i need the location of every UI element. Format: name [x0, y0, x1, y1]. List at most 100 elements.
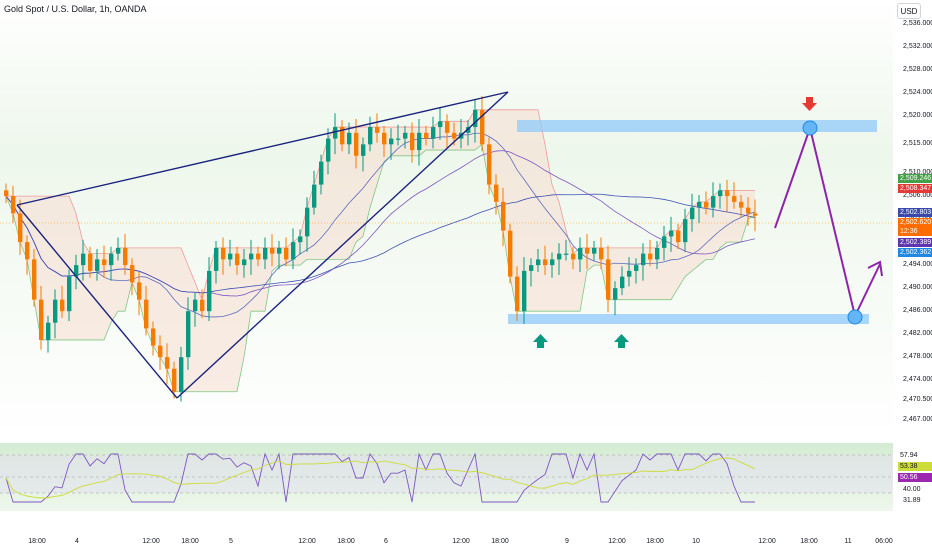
candle[interactable]: [102, 245, 107, 278]
candle[interactable]: [130, 258, 135, 296]
candle[interactable]: [571, 246, 576, 270]
candle[interactable]: [389, 128, 394, 160]
target-circle-bottom[interactable]: [847, 309, 863, 325]
candle[interactable]: [501, 188, 506, 247]
candle[interactable]: [438, 107, 443, 140]
candle[interactable]: [375, 113, 380, 143]
projection-path[interactable]: [774, 124, 881, 319]
candle[interactable]: [431, 116, 436, 149]
candle[interactable]: [508, 223, 513, 284]
target-circle-top[interactable]: [802, 120, 818, 136]
candle[interactable]: [151, 321, 156, 356]
candle[interactable]: [88, 246, 93, 278]
rsi-axis[interactable]: 57.94 53.38 50.56 40.00 31.89: [893, 443, 932, 511]
candle[interactable]: [662, 226, 667, 261]
candle[interactable]: [193, 292, 198, 327]
candle[interactable]: [606, 245, 611, 313]
candle[interactable]: [249, 239, 254, 275]
candle[interactable]: [123, 234, 128, 275]
support-zone[interactable]: [508, 314, 869, 324]
candle[interactable]: [718, 183, 723, 209]
candle[interactable]: [361, 137, 366, 172]
candle[interactable]: [515, 266, 520, 321]
candle[interactable]: [158, 335, 163, 370]
candle[interactable]: [137, 272, 142, 316]
candle[interactable]: [116, 237, 121, 261]
candle[interactable]: [669, 216, 674, 252]
candle[interactable]: [39, 285, 44, 350]
candle[interactable]: [655, 240, 660, 270]
candle[interactable]: [263, 237, 268, 270]
candle[interactable]: [179, 346, 184, 402]
candle[interactable]: [109, 246, 114, 281]
candle[interactable]: [4, 183, 9, 204]
candle[interactable]: [74, 254, 79, 290]
candle[interactable]: [319, 154, 324, 195]
candle[interactable]: [445, 114, 450, 149]
candle[interactable]: [305, 197, 310, 252]
candle[interactable]: [165, 343, 170, 385]
candle[interactable]: [214, 240, 219, 284]
candle[interactable]: [725, 180, 730, 212]
candle[interactable]: [732, 182, 737, 209]
candle[interactable]: [32, 249, 37, 307]
candle[interactable]: [613, 281, 618, 316]
candle[interactable]: [396, 124, 401, 146]
candle[interactable]: [585, 234, 590, 270]
candle[interactable]: [480, 96, 485, 152]
candle[interactable]: [25, 235, 30, 275]
candle[interactable]: [200, 289, 205, 319]
candle[interactable]: [333, 113, 338, 155]
candle[interactable]: [676, 223, 681, 250]
candle[interactable]: [417, 119, 422, 166]
candle[interactable]: [81, 239, 86, 281]
candle[interactable]: [347, 122, 352, 155]
candle[interactable]: [599, 237, 604, 270]
candle[interactable]: [578, 237, 583, 273]
candle[interactable]: [326, 128, 331, 175]
harmonic-pattern[interactable]: [16, 91, 509, 399]
candle[interactable]: [564, 239, 569, 261]
candle[interactable]: [550, 252, 555, 278]
candle[interactable]: [683, 208, 688, 252]
candle[interactable]: [697, 194, 702, 224]
candle[interactable]: [256, 246, 261, 267]
candle[interactable]: [739, 194, 744, 218]
candle[interactable]: [557, 243, 562, 275]
candle[interactable]: [641, 243, 646, 281]
candle[interactable]: [648, 239, 653, 267]
candle[interactable]: [298, 229, 303, 255]
candle[interactable]: [704, 191, 709, 215]
price-axis[interactable]: 2,536.000 2,532.000 2,528.000 2,524.000 2,52…: [893, 0, 932, 440]
candle[interactable]: [172, 361, 177, 399]
candle[interactable]: [529, 258, 534, 287]
candle[interactable]: [746, 197, 751, 227]
candle[interactable]: [11, 185, 16, 224]
candle[interactable]: [620, 266, 625, 296]
candle[interactable]: [543, 245, 548, 275]
candle[interactable]: [753, 199, 758, 232]
resistance-zone[interactable]: [517, 120, 877, 132]
candle[interactable]: [592, 240, 597, 261]
candle[interactable]: [144, 285, 149, 336]
candles[interactable]: [4, 96, 758, 402]
candle[interactable]: [242, 249, 247, 278]
candle[interactable]: [340, 120, 345, 152]
candle[interactable]: [494, 174, 499, 215]
candle[interactable]: [312, 170, 317, 215]
candle[interactable]: [473, 99, 478, 143]
candle[interactable]: [207, 257, 212, 321]
time-axis[interactable]: 18:00 4 12:00 18:00 5 12:00 18:00 6 12:00 18:00 9 1…: [0, 520, 893, 550]
candle[interactable]: [277, 240, 282, 270]
candle[interactable]: [368, 116, 373, 152]
candle[interactable]: [690, 193, 695, 232]
candle[interactable]: [634, 258, 639, 284]
candle[interactable]: [424, 125, 429, 146]
candle[interactable]: [487, 137, 492, 195]
candle[interactable]: [95, 249, 100, 281]
candle[interactable]: [284, 237, 289, 267]
candle[interactable]: [291, 228, 296, 270]
candle[interactable]: [270, 234, 275, 267]
candle[interactable]: [186, 297, 191, 370]
